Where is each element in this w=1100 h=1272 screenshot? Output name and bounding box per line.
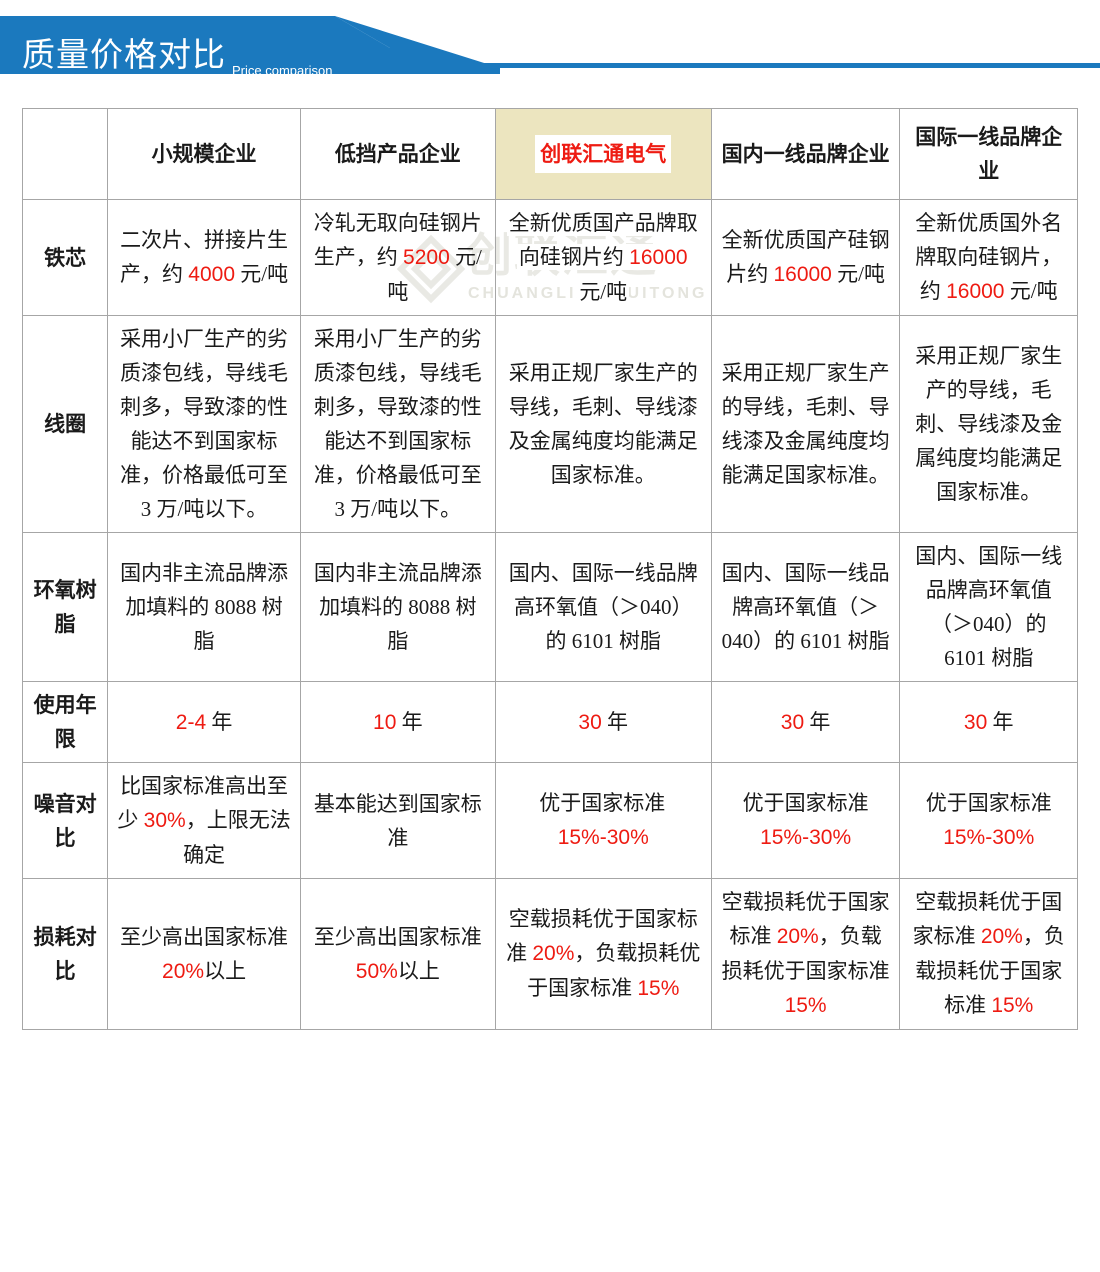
cell-text: 全新优质国产硅钢片约 16000 元/吨 xyxy=(721,228,890,287)
table-cell-r6-c4: 空载损耗优于国家标准 20%，负载损耗优于国家标准 15% xyxy=(710,878,901,1031)
cell-text: 30 年 xyxy=(963,709,1014,734)
table-cell-r6-c2: 至少高出国家标准 50%以上 xyxy=(299,878,496,1031)
comparison-table-wrapper: 小规模企业 低挡产品企业 创联汇通电气 国内一线品牌企业 国际一线品牌企业 铁芯 二次片、拼… xyxy=(21,108,1078,1031)
table-cell-r5-c1: 比国家标准高出至少 30%，上限无法确定 xyxy=(107,762,301,880)
page-subtitle: Price comparison xyxy=(232,63,333,78)
banner-shape-icon xyxy=(0,16,500,74)
banner-underline xyxy=(0,63,1100,68)
page-header-banner: 质量价格对比 Price comparison xyxy=(0,16,1100,78)
table-cell-r1-c4: 全新优质国产硅钢片约 16000 元/吨 xyxy=(710,198,901,317)
cell-highlight: 全新优质国产品牌取向硅钢片约 16000 元/吨 xyxy=(506,210,700,306)
table-cell-r4-c5: 30 年 xyxy=(899,681,1078,764)
cell-highlight: 国内、国际一线品牌高环氧值（＞040）的 6101 树脂 xyxy=(506,560,700,655)
cell-text: 优于国家标准 15%-30% xyxy=(925,791,1052,850)
table-cell-r3-c5: 国内、国际一线品牌高环氧值（＞040）的 6101 树脂 xyxy=(899,532,1078,683)
cell-text: 空载损耗优于国家标准 20%，负载损耗优于国家标准 15% xyxy=(721,890,890,1018)
cell-text: 二次片、拼接片生产，约 4000 元/吨 xyxy=(120,228,289,287)
row-label-3: 环氧树脂 xyxy=(21,532,109,683)
cell-text: 采用小厂生产的劣质漆包线，导线毛刺多，导致漆的性能达不到国家标准，价格最低可至 … xyxy=(120,327,289,522)
table-cell-r4-c2: 10 年 xyxy=(299,681,496,764)
cell-text: 采用小厂生产的劣质漆包线，导线毛刺多，导致漆的性能达不到国家标准，价格最低可至 … xyxy=(313,327,482,522)
table-row: 环氧树脂 国内非主流品牌添加填料的 8088 树脂 国内非主流品牌添加填料的 808… xyxy=(21,532,1078,683)
table-cell-r3-c1: 国内非主流品牌添加填料的 8088 树脂 xyxy=(107,532,301,683)
table-cell-r5-c5: 优于国家标准 15%-30% xyxy=(899,762,1078,880)
cell-text: 国内、国际一线品牌高环氧值（＞040）的 6101 树脂 xyxy=(721,561,890,654)
table-corner-cell xyxy=(21,108,109,200)
cell-highlight: 采用正规厂家生产的导线，毛刺、导线漆及金属纯度均能满足国家标准。 xyxy=(506,360,700,489)
comparison-table: 小规模企业 低挡产品企业 创联汇通电气 国内一线品牌企业 国际一线品牌企业 铁芯 二次片、拼… xyxy=(21,108,1078,1031)
table-cell-r6-c5: 空载损耗优于国家标准 20%，负载损耗优于国家标准 15% xyxy=(899,878,1078,1031)
table-row: 噪音对比 比国家标准高出至少 30%，上限无法确定 基本能达到国家标准 优于国家标准 … xyxy=(21,762,1078,880)
cell-text: 采用正规厂家生产的导线，毛刺、导线漆及金属纯度均能满足国家标准。 xyxy=(915,344,1063,505)
row-label-5: 噪音对比 xyxy=(21,762,109,880)
table-cell-r1-c3: 全新优质国产品牌取向硅钢片约 16000 元/吨 xyxy=(494,198,712,317)
cell-text: 至少高出国家标准 20%以上 xyxy=(120,924,289,983)
table-cell-r2-c4: 采用正规厂家生产的导线，毛刺、导线漆及金属纯度均能满足国家标准。 xyxy=(710,315,901,534)
cell-text: 空载损耗优于国家标准 20%，负载损耗优于国家标准 15% xyxy=(912,890,1065,1018)
cell-highlight: 优于国家标准 15%-30% xyxy=(537,790,668,851)
table-cell-r5-c2: 基本能达到国家标准 xyxy=(299,762,496,880)
cell-text: 30 年 xyxy=(780,709,831,734)
cell-text: 全新优质国外名牌取向硅钢片，约 16000 元/吨 xyxy=(915,211,1063,304)
cell-text: 国内、国际一线品牌高环氧值（＞040）的 6101 树脂 xyxy=(915,544,1063,671)
cell-highlight: 30 年 xyxy=(576,708,631,735)
row-label-2: 线圈 xyxy=(21,315,109,534)
table-header-row: 小规模企业 低挡产品企业 创联汇通电气 国内一线品牌企业 国际一线品牌企业 xyxy=(21,108,1078,200)
table-cell-r2-c5: 采用正规厂家生产的导线，毛刺、导线漆及金属纯度均能满足国家标准。 xyxy=(899,315,1078,534)
table-cell-r1-c1: 二次片、拼接片生产，约 4000 元/吨 xyxy=(107,198,301,317)
cell-text: 冷轧无取向硅钢片生产，约 5200 元/吨 xyxy=(313,211,482,305)
table-cell-r5-c4: 优于国家标准 15%-30% xyxy=(710,762,901,880)
table-cell-r4-c3: 30 年 xyxy=(494,681,712,764)
table-row: 损耗对比 至少高出国家标准 20%以上 至少高出国家标准 50%以上 空载损耗优于国家… xyxy=(21,878,1078,1031)
cell-text: 10 年 xyxy=(373,709,423,734)
cell-text: 基本能达到国家标准 xyxy=(313,791,482,850)
table-cell-r1-c2: 冷轧无取向硅钢片生产，约 5200 元/吨 xyxy=(299,198,496,317)
column-header-1: 小规模企业 xyxy=(107,108,301,200)
row-label-6: 损耗对比 xyxy=(21,878,109,1031)
row-label-4: 使用年限 xyxy=(21,681,109,764)
row-label-1: 铁芯 xyxy=(21,198,109,317)
column-header-2: 低挡产品企业 xyxy=(299,108,496,200)
table-cell-r4-c4: 30 年 xyxy=(710,681,901,764)
column-header-4: 国内一线品牌企业 xyxy=(710,108,901,200)
cell-text: 比国家标准高出至少 30%，上限无法确定 xyxy=(117,774,291,868)
table-cell-r3-c2: 国内非主流品牌添加填料的 8088 树脂 xyxy=(299,532,496,683)
table-row: 使用年限 2-4 年 10 年 30 年 30 年 30 年 xyxy=(21,681,1078,764)
table-cell-r2-c3: 采用正规厂家生产的导线，毛刺、导线漆及金属纯度均能满足国家标准。 xyxy=(494,315,712,534)
column-header-3: 创联汇通电气 xyxy=(494,108,712,200)
table-cell-r5-c3: 优于国家标准 15%-30% xyxy=(494,762,712,880)
page-title: 质量价格对比 xyxy=(22,35,226,74)
column-header-5: 国际一线品牌企业 xyxy=(899,108,1078,200)
table-cell-r2-c1: 采用小厂生产的劣质漆包线，导线毛刺多，导致漆的性能达不到国家标准，价格最低可至 … xyxy=(107,315,301,534)
table-cell-r2-c2: 采用小厂生产的劣质漆包线，导线毛刺多，导致漆的性能达不到国家标准，价格最低可至 … xyxy=(299,315,496,534)
table-cell-r1-c5: 全新优质国外名牌取向硅钢片，约 16000 元/吨 xyxy=(899,198,1078,317)
table-cell-r3-c4: 国内、国际一线品牌高环氧值（＞040）的 6101 树脂 xyxy=(710,532,901,683)
cell-highlight: 空载损耗优于国家标准 20%，负载损耗优于国家标准 15% xyxy=(504,906,703,1002)
table-cell-r4-c1: 2-4 年 xyxy=(107,681,301,764)
table-row: 线圈 采用小厂生产的劣质漆包线，导线毛刺多，导致漆的性能达不到国家标准，价格最低可… xyxy=(21,315,1078,534)
table-cell-r6-c3: 空载损耗优于国家标准 20%，负载损耗优于国家标准 15% xyxy=(494,878,712,1031)
cell-text: 采用正规厂家生产的导线，毛刺、导线漆及金属纯度均能满足国家标准。 xyxy=(721,361,890,488)
cell-text: 至少高出国家标准 50%以上 xyxy=(313,924,482,983)
table-row: 铁芯 二次片、拼接片生产，约 4000 元/吨 冷轧无取向硅钢片生产，约 5200 … xyxy=(21,198,1078,317)
table-cell-r6-c1: 至少高出国家标准 20%以上 xyxy=(107,878,301,1031)
cell-text: 国内非主流品牌添加填料的 8088 树脂 xyxy=(120,561,289,654)
featured-column-title: 创联汇通电气 xyxy=(535,134,672,173)
cell-text: 国内非主流品牌添加填料的 8088 树脂 xyxy=(313,561,482,654)
cell-text: 优于国家标准 15%-30% xyxy=(742,791,869,850)
cell-text: 2-4 年 xyxy=(175,709,233,734)
table-cell-r3-c3: 国内、国际一线品牌高环氧值（＞040）的 6101 树脂 xyxy=(494,532,712,683)
